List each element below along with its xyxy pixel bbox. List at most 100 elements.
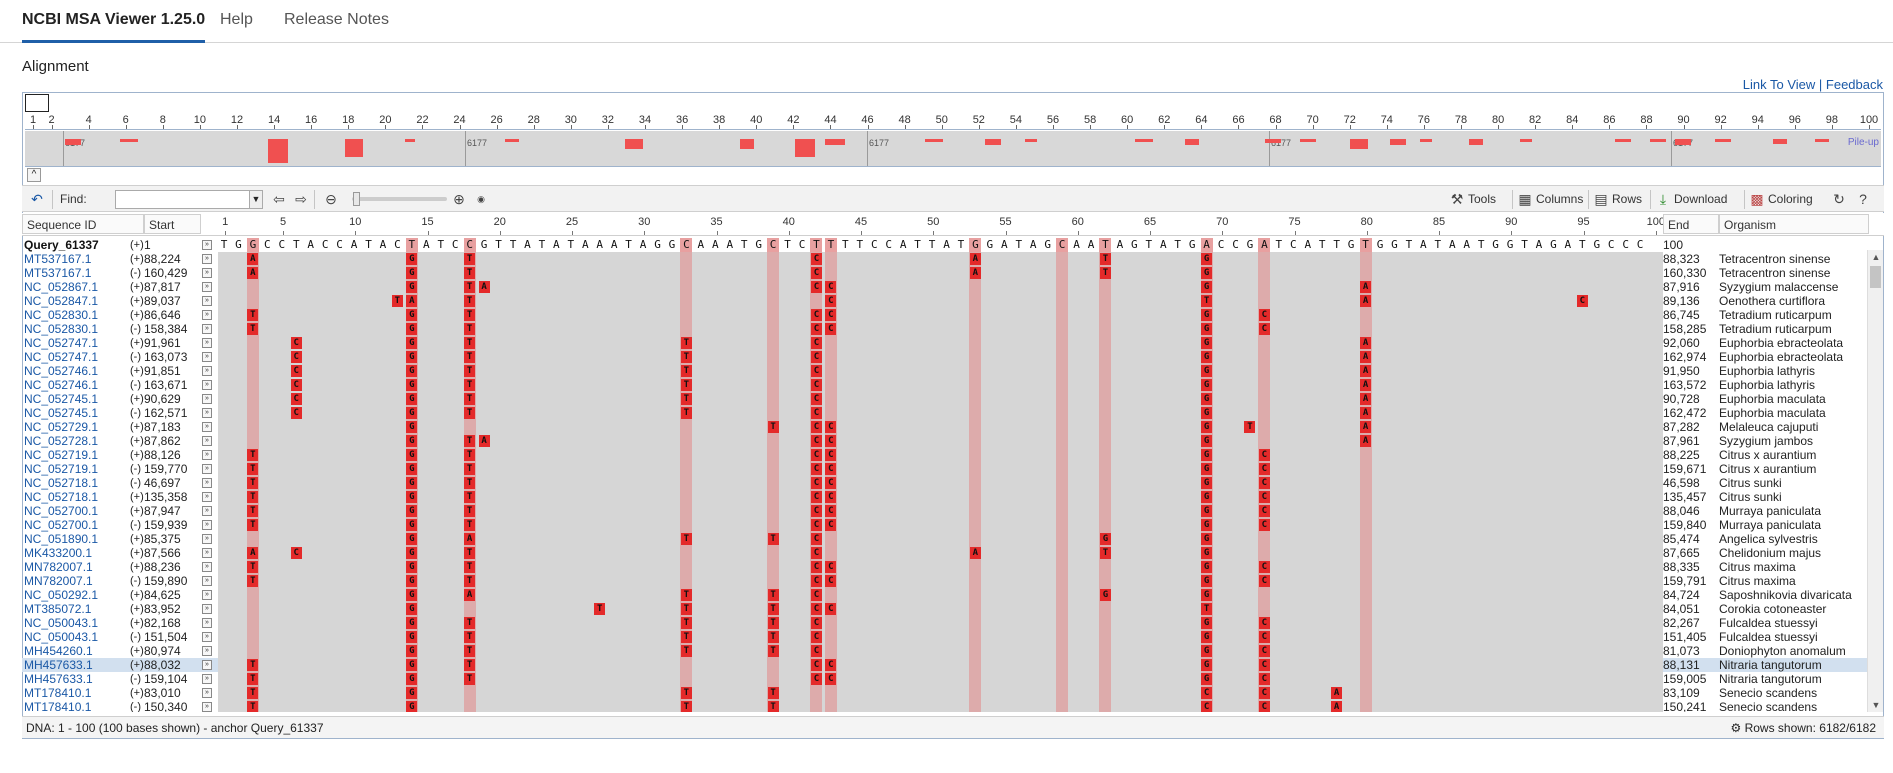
expand-row-icon[interactable]: » bbox=[202, 562, 212, 572]
tab-release-notes[interactable]: Release Notes bbox=[284, 11, 389, 28]
scroll-up-icon[interactable]: ▲ bbox=[1871, 252, 1881, 262]
expand-row-icon[interactable]: » bbox=[202, 534, 212, 544]
expand-row-icon[interactable]: » bbox=[202, 240, 212, 250]
alignment-row[interactable]: NC_052847.1 (+) 89,037» T A T C T A C 89,136 Oenoth… bbox=[22, 294, 1867, 308]
alignment-row[interactable]: NC_052728.1 (+) 87,862» G T A C C G A 87,961 Syzygi… bbox=[22, 434, 1867, 448]
sequence-id-link[interactable]: NC_052746.1 bbox=[24, 378, 99, 392]
expand-row-icon[interactable]: » bbox=[202, 296, 212, 306]
sequence-id-link[interactable]: NC_052700.1 bbox=[24, 504, 99, 518]
alignment-row[interactable]: NC_050292.1 (+) 84,625 » G A T T C G G 84,724 Saposh… bbox=[22, 588, 1867, 602]
alignment-row[interactable]: NC_051890.1 (+) 85,375 » G A T T C G G 85,474 Angeli… bbox=[22, 532, 1867, 546]
alignment-row[interactable]: MT537167.1 (-) 160,429 » A G T C A T G 160,330 Tetra… bbox=[22, 266, 1867, 280]
sequence-id-link[interactable]: NC_052747.1 bbox=[24, 336, 99, 350]
expand-row-icon[interactable]: » bbox=[202, 254, 212, 264]
sequence-id-link[interactable]: NC_052746.1 bbox=[24, 364, 99, 378]
zoom-in-icon[interactable]: ⊕ bbox=[453, 191, 465, 207]
overview-graph[interactable]: 61776177617761776177 bbox=[25, 131, 1881, 167]
alignment-row[interactable]: MK433200.1 (+) 87,566 » A C G T C A T G 87,665 Chelid… bbox=[22, 546, 1867, 560]
alignment-row[interactable]: MT178410.1 (+) 83,010 » T G T T C C A 83,109 Senecio… bbox=[22, 686, 1867, 700]
sequence-id-link[interactable]: MN782007.1 bbox=[24, 574, 93, 588]
settings-icon[interactable]: ⚙ bbox=[1730, 721, 1742, 735]
sequence-id-link[interactable]: MK433200.1 bbox=[24, 546, 93, 560]
sequence-id-link[interactable]: MT178410.1 bbox=[24, 686, 92, 700]
refresh-icon[interactable]: ↻ bbox=[1833, 191, 1845, 207]
query-row[interactable]: Query_61337 (+) 1» T G G C C T A C C A T A C T A T C C G T T A T A… bbox=[22, 238, 1867, 252]
sequence-id-link[interactable]: MT537167.1 bbox=[24, 266, 92, 280]
alignment-row[interactable]: NC_052745.1 (-) 162,571 » C G T T C G A 162,472 Euph… bbox=[22, 406, 1867, 420]
coloring-menu[interactable]: Coloring bbox=[1768, 192, 1813, 206]
tools-menu[interactable]: Tools bbox=[1468, 192, 1497, 206]
sequence-id-link[interactable]: NC_052867.1 bbox=[24, 280, 99, 294]
undo-icon[interactable]: ↶ bbox=[31, 191, 43, 207]
alignment-row[interactable]: MH457633.1 (-) 159,104» T G T C C G C 159,005 Nitra… bbox=[22, 672, 1867, 686]
alignment-row[interactable]: MT537167.1 (+) 88,224 » A G T C A T G 88,323 Tetrace… bbox=[22, 252, 1867, 266]
alignment-row[interactable]: MH457633.1 (+) 88,032» T G T C C G C 88,131 Nitrari… bbox=[22, 658, 1867, 672]
alignment-row[interactable]: NC_052747.1 (-) 163,073 » C G T T C G A 162,974 Euph… bbox=[22, 350, 1867, 364]
sequence-id-link[interactable]: NC_052847.1 bbox=[24, 294, 99, 308]
pileup-label[interactable]: Pile-up bbox=[1847, 137, 1879, 148]
sequence-id-link[interactable]: MH457633.1 bbox=[24, 672, 93, 686]
zoom-slider[interactable] bbox=[352, 197, 447, 201]
alignment-row[interactable]: NC_052745.1 (+) 90,629 » C G T T C G A 90,728 Euphor… bbox=[22, 392, 1867, 406]
link-to-view[interactable]: Link To View bbox=[1742, 77, 1816, 92]
expand-row-icon[interactable]: » bbox=[202, 408, 212, 418]
alignment-row[interactable]: NC_052830.1 (-) 158,384» T G T C C G C 158,285 Tetr… bbox=[22, 322, 1867, 336]
alignment-row[interactable]: NC_052719.1 (-) 159,770» T G T C C G C 159,671 Citr… bbox=[22, 462, 1867, 476]
tab-help[interactable]: Help bbox=[220, 11, 253, 28]
find-dropdown-button[interactable]: ▼ bbox=[249, 190, 263, 209]
alignment-row[interactable]: NC_052746.1 (+) 91,851 » C G T T C G A 91,950 Euphor… bbox=[22, 364, 1867, 378]
help-icon[interactable]: ? bbox=[1859, 191, 1867, 207]
alignment-row[interactable]: MH454260.1 (+) 80,974 » G T T T C G C 81,073 Donioph… bbox=[22, 644, 1867, 658]
expand-row-icon[interactable]: » bbox=[202, 324, 212, 334]
sequence-id-link[interactable]: MH457633.1 bbox=[24, 658, 93, 672]
alignment-row[interactable]: NC_052718.1 (-) 46,697» T G T C C G C 46,598 Citrus… bbox=[22, 476, 1867, 490]
expand-row-icon[interactable]: » bbox=[202, 450, 212, 460]
sequence-id-link[interactable]: NC_050043.1 bbox=[24, 630, 99, 644]
expand-row-icon[interactable]: » bbox=[202, 632, 212, 642]
alignment-row[interactable]: NC_052830.1 (+) 86,646» T G T C C G C 86,745 Tetrad… bbox=[22, 308, 1867, 322]
expand-row-icon[interactable]: » bbox=[202, 352, 212, 362]
expand-row-icon[interactable]: » bbox=[202, 366, 212, 376]
sequence-id-link[interactable]: MH454260.1 bbox=[24, 644, 93, 658]
alignment-row[interactable]: NC_052867.1 (+) 87,817» G T A C C G A 87,916 Syzygi… bbox=[22, 280, 1867, 294]
sequence-id-link[interactable]: NC_052700.1 bbox=[24, 518, 99, 532]
download-menu[interactable]: Download bbox=[1674, 192, 1728, 206]
expand-row-icon[interactable]: » bbox=[202, 338, 212, 348]
expand-row-icon[interactable]: » bbox=[202, 618, 212, 628]
expand-row-icon[interactable]: » bbox=[202, 380, 212, 390]
sequence-id-link[interactable]: NC_050043.1 bbox=[24, 616, 99, 630]
column-end[interactable]: End bbox=[1663, 214, 1719, 234]
feedback-link[interactable]: Feedback bbox=[1825, 77, 1883, 92]
expand-row-icon[interactable]: » bbox=[202, 702, 212, 712]
find-input[interactable] bbox=[115, 190, 250, 209]
expand-row-icon[interactable]: » bbox=[202, 660, 212, 670]
alignment-row[interactable]: MT178410.1 (-) 150,340 » T G T T C C A 150,241 Senec… bbox=[22, 700, 1867, 712]
expand-row-icon[interactable]: » bbox=[202, 688, 212, 698]
expand-row-icon[interactable]: » bbox=[202, 394, 212, 404]
expand-row-icon[interactable]: » bbox=[202, 282, 212, 292]
column-sequence-id[interactable]: Sequence ID bbox=[22, 214, 144, 234]
sequence-id-link[interactable]: NC_050292.1 bbox=[24, 588, 99, 602]
expand-row-icon[interactable]: » bbox=[202, 590, 212, 600]
sequence-id-link[interactable]: MT178410.1 bbox=[24, 700, 92, 712]
zoom-out-icon[interactable]: ⊖ bbox=[325, 191, 337, 207]
alignment-row[interactable]: NC_052729.1 (+) 87,183 » G T C C G T A 87,282 Melale… bbox=[22, 420, 1867, 434]
expand-row-icon[interactable]: » bbox=[202, 520, 212, 530]
